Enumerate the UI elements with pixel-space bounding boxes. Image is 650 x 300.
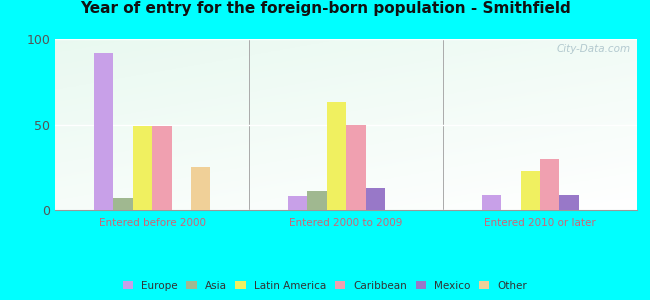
Bar (307, 191, 327, 210)
Bar (114, 198, 133, 210)
Bar (94, 53, 114, 210)
Bar (540, 159, 560, 210)
Bar (327, 102, 346, 210)
Bar (191, 167, 211, 210)
Bar (482, 195, 501, 210)
Bar (152, 126, 172, 210)
Bar (288, 196, 307, 210)
Bar (365, 188, 385, 210)
Text: Year of entry for the foreign-born population - Smithfield: Year of entry for the foreign-born popul… (79, 2, 571, 16)
Bar (521, 171, 540, 210)
Bar (346, 124, 365, 210)
Bar (560, 195, 579, 210)
Bar (133, 126, 152, 210)
Text: City-Data.com: City-Data.com (557, 44, 631, 54)
Legend: Europe, Asia, Latin America, Caribbean, Mexico, Other: Europe, Asia, Latin America, Caribbean, … (118, 277, 532, 295)
